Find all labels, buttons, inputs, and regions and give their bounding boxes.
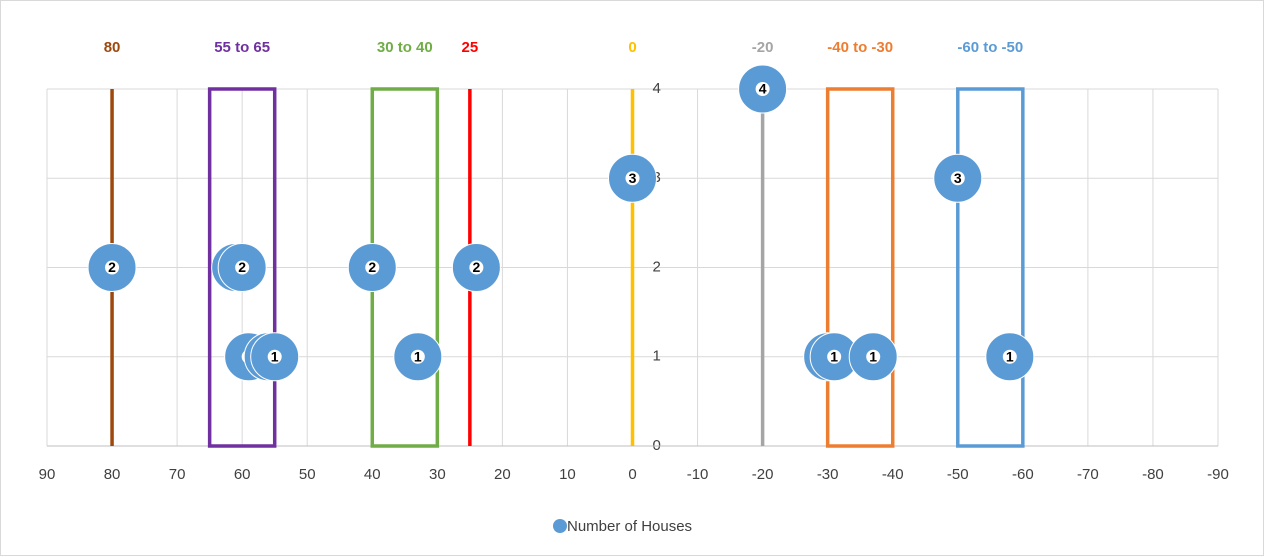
x-tick-label: 90 [39,466,56,483]
bubble-dot [866,349,881,364]
reference-label: 0 [628,39,636,56]
x-tick-label: 70 [169,466,186,483]
data-label: 2 [108,259,116,275]
reference-label: 25 [462,39,479,56]
reference-label: 80 [104,39,121,56]
bubble-dot [950,171,965,186]
range-label: -60 to -50 [957,39,1023,56]
x-tick-label: -30 [817,466,839,483]
data-label: 1 [869,348,877,364]
x-tick-label: -20 [752,466,774,483]
x-tick-label: -90 [1207,466,1229,483]
x-tick-label: -80 [1142,466,1164,483]
y-tick-label: 4 [653,80,661,97]
range-box [825,87,895,448]
y-tick-label: 2 [653,258,661,275]
x-tick-label: 40 [364,466,381,483]
x-tick-label: 20 [494,466,511,483]
x-tick-label: -10 [687,466,709,483]
x-tick-label: 30 [429,466,446,483]
data-label: 3 [954,170,962,186]
y-tick-label: 1 [653,348,661,365]
reference-label: -20 [752,39,774,56]
bubble-dot [105,260,120,275]
x-tick-label: 10 [559,466,576,483]
bubble-dot [267,349,282,364]
x-tick-label: -60 [1012,466,1034,483]
data-label: 2 [238,259,246,275]
bubble-dot [1002,349,1017,364]
bubble-dot [827,349,842,364]
x-tick-label: 80 [104,466,121,483]
data-label: 1 [1006,348,1014,364]
range-box [956,87,1025,448]
bubble-dot [755,82,770,96]
legend-marker [553,519,567,533]
range-box [207,87,277,448]
x-tick-label: -50 [947,466,969,483]
x-tick-label: 50 [299,466,316,483]
bubble-dot [625,171,640,186]
data-label: 3 [629,170,637,186]
x-tick-label: -70 [1077,466,1099,483]
data-label: 1 [830,348,838,364]
data-label: 1 [414,348,422,364]
data-label: 2 [472,259,480,275]
y-tick-label: 0 [653,437,661,454]
range-label: 30 to 40 [377,39,433,56]
bubble-dot [365,260,380,275]
bubble-dot [410,349,425,364]
range-label: -40 to -30 [827,39,893,56]
data-label: 4 [759,81,767,97]
bubble-dot [235,260,250,275]
data-label: 1 [271,348,279,364]
range-label: 55 to 65 [214,39,270,56]
bubble-dot [469,260,484,275]
x-tick-label: 0 [628,466,636,483]
legend-label: Number of Houses [567,518,692,535]
data-label: 2 [368,259,376,275]
x-tick-label: 60 [234,466,251,483]
x-tick-label: -40 [882,466,904,483]
